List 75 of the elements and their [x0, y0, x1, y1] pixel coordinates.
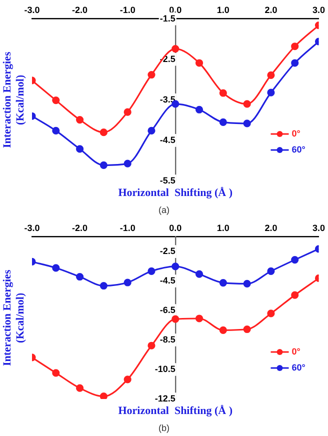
y-tick-label: -12.5: [154, 393, 176, 404]
point: [291, 59, 299, 67]
point: [100, 282, 108, 290]
point: [76, 116, 84, 124]
point: [267, 310, 275, 318]
point: [219, 118, 227, 126]
y-tick-label: -8.5: [160, 334, 176, 345]
point: [172, 262, 180, 270]
point: [267, 71, 275, 79]
text: (a): [158, 205, 170, 215]
y-axis-title: Interaction Energies (Kcal/mol): [1, 51, 26, 148]
legend-label: 60°: [292, 362, 306, 372]
point: [100, 161, 108, 169]
point: [195, 270, 204, 278]
point: [267, 88, 275, 96]
point: [291, 291, 299, 299]
point: [243, 325, 251, 334]
y-axis-title: Interaction Energies (Kcal/mol): [1, 269, 26, 366]
point: [243, 280, 251, 288]
text: (b): [158, 423, 170, 433]
point: [124, 160, 132, 168]
x-tick-label: 3.0: [312, 222, 325, 233]
x-tick-label: 2.0: [264, 4, 278, 15]
x-tick-label: -1.0: [120, 222, 136, 233]
point: [76, 384, 84, 392]
legend-label: 0°: [292, 346, 301, 356]
x-tick-label: 0.0: [169, 222, 182, 233]
point: [100, 392, 108, 399]
point: [124, 108, 132, 116]
point: [124, 376, 132, 384]
point: [195, 106, 204, 114]
y-tick-label: -10.5: [154, 364, 176, 374]
point: [172, 315, 180, 323]
x-tick-label: -2.0: [72, 4, 88, 15]
point: [76, 272, 84, 281]
point: [172, 45, 180, 53]
legend-label: 60°: [292, 144, 306, 154]
y-tick-label: -1.5: [160, 13, 176, 24]
point: [76, 145, 84, 153]
point: [52, 264, 60, 272]
point: [148, 267, 156, 275]
x-tick-label: 2.0: [264, 222, 278, 233]
point: [243, 100, 251, 108]
point: [148, 70, 156, 79]
x-tick-label: 3.0: [312, 4, 325, 15]
point: [52, 96, 60, 104]
y-tick-label: -2.5: [160, 246, 176, 256]
point: [219, 326, 227, 334]
y-tick-label: -5.5: [160, 175, 176, 186]
x-tick-label: 1.0: [216, 222, 230, 233]
x-axis-title: Horizontal Shifting (Å ): [118, 186, 233, 199]
point: [52, 369, 60, 377]
point: [219, 279, 227, 287]
point: [291, 256, 299, 264]
point: [52, 126, 60, 135]
point: [195, 59, 204, 67]
x-tick-label: 1.0: [216, 4, 230, 15]
y-tick-label: -4.5: [160, 276, 176, 286]
point: [195, 314, 204, 322]
point: [148, 126, 156, 135]
point: [148, 342, 156, 350]
point: [243, 120, 251, 128]
x-tick-label: -1.0: [120, 4, 136, 15]
point: [124, 278, 132, 286]
point: [100, 128, 108, 136]
point: [219, 89, 227, 97]
legend-label: 0°: [292, 128, 301, 138]
point: [267, 267, 275, 275]
x-tick-label: -2.0: [72, 222, 88, 233]
x-axis-title: Horizontal Shifting (Å ): [118, 404, 233, 417]
y-tick-label: -6.5: [160, 305, 176, 316]
x-tick-label: -3.0: [24, 4, 40, 15]
x-tick-label: -3.0: [24, 222, 40, 233]
y-tick-label: -4.5: [160, 134, 176, 145]
point: [291, 42, 299, 50]
